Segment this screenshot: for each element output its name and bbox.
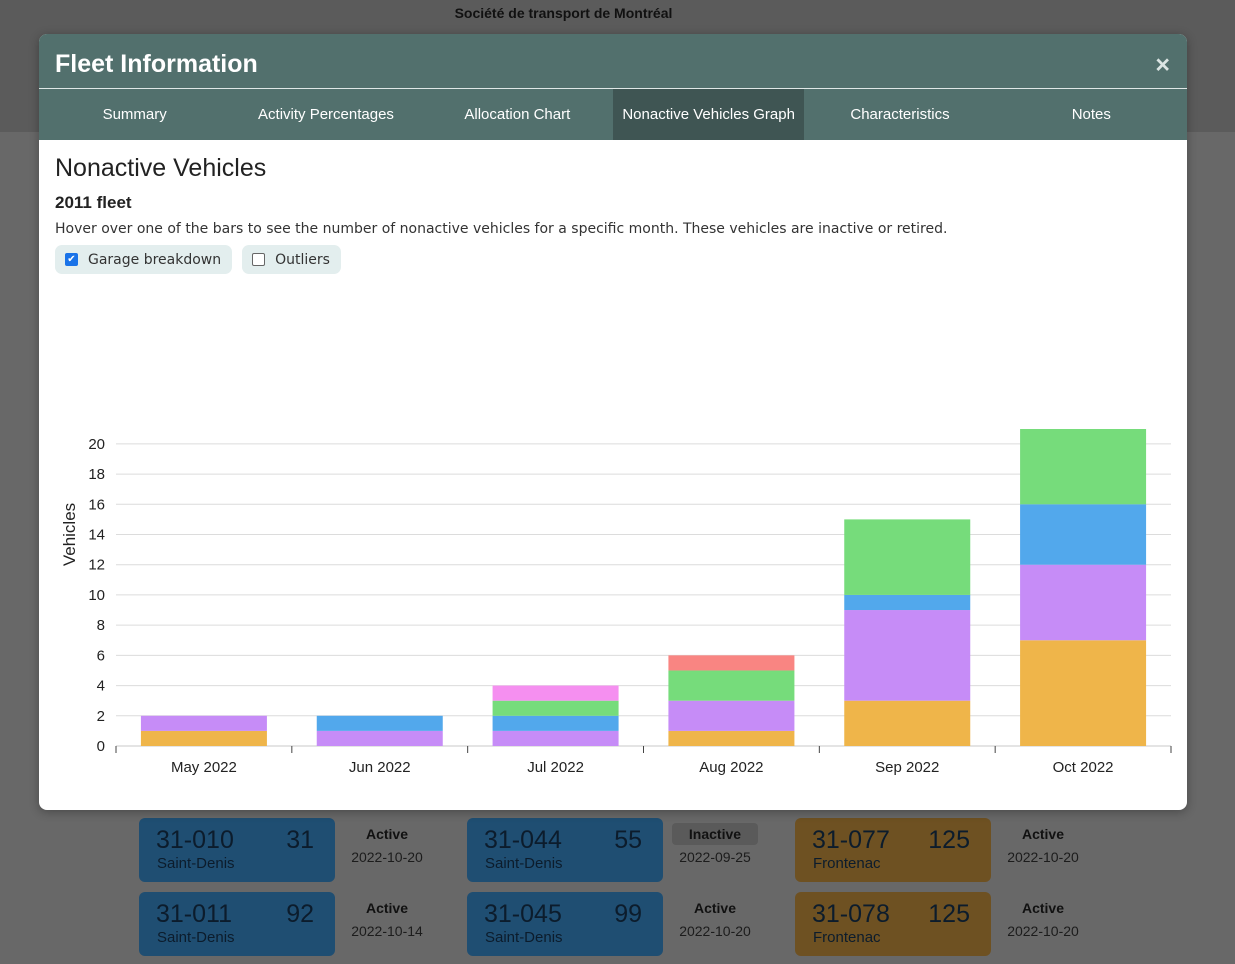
y-tick-label: 4 — [97, 678, 105, 695]
y-tick-label: 0 — [97, 738, 105, 755]
chart-description: Hover over one of the bars to see the nu… — [55, 221, 948, 237]
bar-segment[interactable] — [140, 730, 267, 746]
y-tick-label: 18 — [88, 466, 105, 483]
bar-segment[interactable] — [492, 685, 619, 701]
bar-segment[interactable] — [492, 730, 619, 746]
vehicle-status: Active — [693, 900, 737, 916]
vehicle-status-date: 2022-10-20 — [1007, 849, 1079, 865]
vehicle-card[interactable]: 31-010 31 Saint-Denis — [139, 818, 335, 882]
garage-breakdown-toggle[interactable]: ✔ Garage breakdown — [55, 245, 233, 274]
modal-title: Fleet Information — [55, 50, 258, 78]
bar-segment[interactable] — [1020, 429, 1147, 505]
checkbox-unchecked-icon[interactable] — [252, 253, 266, 266]
close-icon[interactable]: × — [1155, 51, 1170, 79]
vehicle-count: 125 — [928, 900, 970, 928]
vehicle-garage: Frontenac — [813, 929, 881, 946]
vehicle-garage: Saint-Denis — [485, 855, 563, 872]
y-tick-label: 20 — [88, 436, 105, 453]
vehicle-status-date: 2022-10-20 — [679, 923, 751, 939]
y-tick-label: 6 — [97, 647, 105, 664]
bar-segment[interactable] — [668, 670, 795, 701]
vehicle-card[interactable]: 31-077 125 Frontenac — [795, 818, 991, 882]
tab-summary[interactable]: Summary — [102, 106, 167, 123]
modal-header: Fleet Information × — [39, 34, 1187, 89]
bar-segment[interactable] — [844, 594, 971, 611]
x-tick-label: Jun 2022 — [349, 759, 411, 776]
vehicle-status-date: 2022-10-20 — [351, 849, 423, 865]
vehicle-card[interactable]: 31-078 125 Frontenac — [795, 892, 991, 956]
modal-content: Nonactive Vehicles 2011 fleet Hover over… — [55, 154, 1175, 776]
bar-segment[interactable] — [140, 715, 267, 731]
vehicle-count: 99 — [614, 900, 642, 928]
vehicle-status-date: 2022-10-20 — [1007, 923, 1079, 939]
vehicle-garage: Frontenac — [813, 855, 881, 872]
vehicle-count: 31 — [286, 826, 314, 854]
vehicle-status: Active — [1021, 900, 1065, 916]
vehicle-number: 31-010 — [156, 826, 234, 854]
bar-segment[interactable] — [492, 715, 619, 731]
vehicle-card[interactable]: 31-044 55 Saint-Denis — [467, 818, 663, 882]
y-tick-label: 14 — [88, 527, 105, 544]
bar-segment[interactable] — [492, 700, 619, 716]
chart-options: ✔ Garage breakdown Outliers — [55, 245, 1175, 274]
y-tick-label: 2 — [97, 708, 105, 725]
vehicle-status: Active — [1021, 826, 1065, 842]
x-tick-label: Aug 2022 — [699, 759, 763, 776]
vehicle-count: 55 — [614, 826, 642, 854]
vehicle-status-date: 2022-09-25 — [679, 849, 751, 865]
page-title: Société de transport de Montréal — [454, 5, 673, 21]
bar-segment[interactable] — [668, 700, 795, 731]
bar-segment[interactable] — [844, 610, 971, 701]
y-axis-label: Vehicles — [60, 503, 79, 566]
vehicle-status-date: 2022-10-14 — [351, 923, 423, 939]
vehicle-count: 125 — [928, 826, 970, 854]
fleet-subheading: 2011 fleet — [55, 193, 132, 212]
garage-breakdown-label: Garage breakdown — [88, 251, 222, 268]
vehicle-count: 92 — [286, 900, 314, 928]
outliers-toggle[interactable]: Outliers — [242, 245, 341, 274]
bar-segment[interactable] — [668, 730, 795, 746]
bar-segment[interactable] — [316, 715, 443, 731]
bar-segment[interactable] — [844, 700, 971, 746]
vehicle-garage: Saint-Denis — [157, 855, 235, 872]
outliers-label: Outliers — [275, 251, 330, 268]
bar-segment[interactable] — [844, 519, 971, 595]
x-tick-label: Jul 2022 — [527, 759, 584, 776]
tab-activity-percentages[interactable]: Activity Percentages — [258, 106, 394, 123]
vehicle-status-badge: Inactive — [672, 823, 758, 845]
fleet-info-modal: Fleet Information × Summary Activity Per… — [39, 34, 1187, 810]
vehicle-card[interactable]: 31-011 92 Saint-Denis — [139, 892, 335, 956]
section-heading: Nonactive Vehicles — [55, 154, 267, 182]
tab-allocation-chart[interactable]: Allocation Chart — [464, 106, 571, 123]
bar-segment[interactable] — [1020, 640, 1147, 746]
vehicle-garage: Saint-Denis — [157, 929, 235, 946]
y-tick-label: 12 — [88, 557, 105, 574]
y-tick-label: 10 — [88, 587, 105, 604]
y-tick-label: 8 — [97, 617, 105, 634]
tab-nonactive-vehicles-graph[interactable]: Nonactive Vehicles Graph — [612, 89, 805, 140]
tab-characteristics[interactable]: Characteristics — [850, 106, 950, 123]
x-tick-label: Oct 2022 — [1053, 759, 1114, 776]
vehicle-number: 31-077 — [812, 826, 890, 854]
tab-notes[interactable]: Notes — [1071, 106, 1111, 123]
vehicle-number: 31-044 — [484, 826, 562, 854]
vehicle-status: Active — [365, 900, 409, 916]
bar-segment[interactable] — [316, 730, 443, 746]
vehicle-status: Active — [365, 826, 409, 842]
y-tick-label: 16 — [88, 496, 105, 513]
vehicle-number: 31-078 — [812, 900, 890, 928]
vehicle-number: 31-045 — [484, 900, 562, 928]
vehicle-garage: Saint-Denis — [485, 929, 563, 946]
bar-segment[interactable] — [1020, 564, 1147, 641]
modal-tabs: Summary Activity Percentages Allocation … — [39, 89, 1187, 140]
x-tick-label: May 2022 — [171, 759, 237, 776]
vehicle-number: 31-011 — [156, 900, 232, 928]
x-tick-label: Sep 2022 — [875, 759, 939, 776]
vehicle-card[interactable]: 31-045 99 Saint-Denis — [467, 892, 663, 956]
nonactive-vehicles-chart: 0246810121416182022242628VehiclesMay 202… — [60, 429, 1172, 776]
checkbox-checked-icon[interactable]: ✔ — [65, 253, 78, 266]
bar-segment[interactable] — [668, 655, 795, 671]
bar-segment[interactable] — [1020, 504, 1147, 565]
